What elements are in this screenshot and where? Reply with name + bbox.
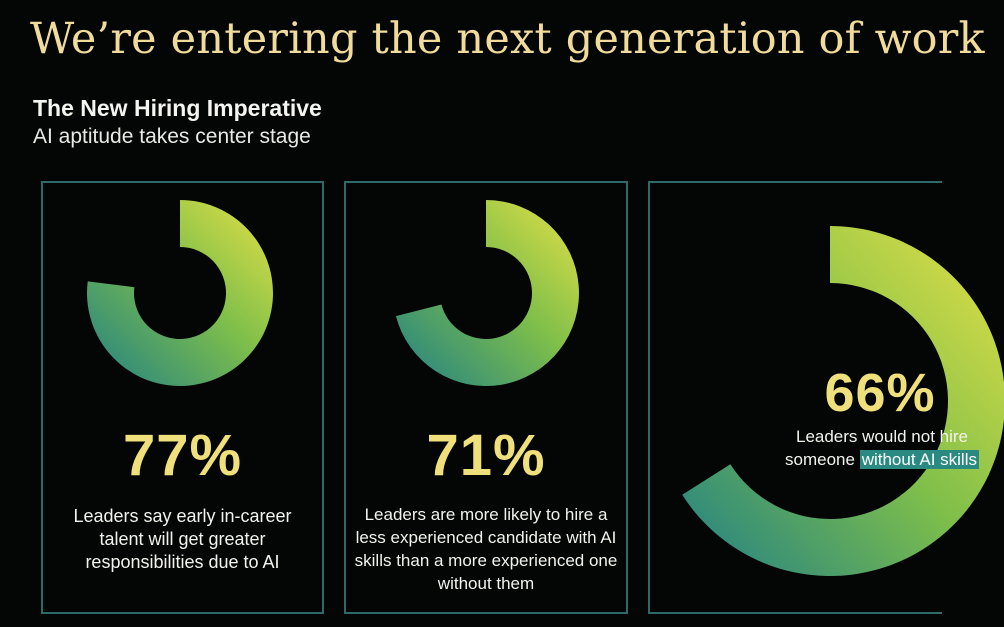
stat-description-3-highlight: without AI skills [859,450,979,469]
page-tagline: AI aptitude takes center stage [33,125,311,148]
stat-value-3: 66% [824,363,936,423]
stat-description-2: Leaders are more likely to hire a less e… [354,505,618,593]
donut-arc-66 [682,226,1004,576]
stat-value-1: 77% [122,423,243,488]
stat-description-3-text: Leaders would not hire someone [785,427,968,469]
stat-description-1: Leaders say early in-career talent will … [73,506,292,572]
page-subtitle: The New Hiring Imperative [33,95,322,121]
stat-value-2: 71% [426,423,546,488]
stat-card-3 [648,181,942,614]
stat-card-2 [344,181,628,614]
stat-card-1 [41,181,324,614]
stat-description-3: Leaders would not hire someone without A… [760,425,1004,471]
donut-arc-71 [395,200,579,387]
page-title: We’re entering the next generation of wo… [30,14,985,64]
donut-arc-77 [87,200,273,387]
